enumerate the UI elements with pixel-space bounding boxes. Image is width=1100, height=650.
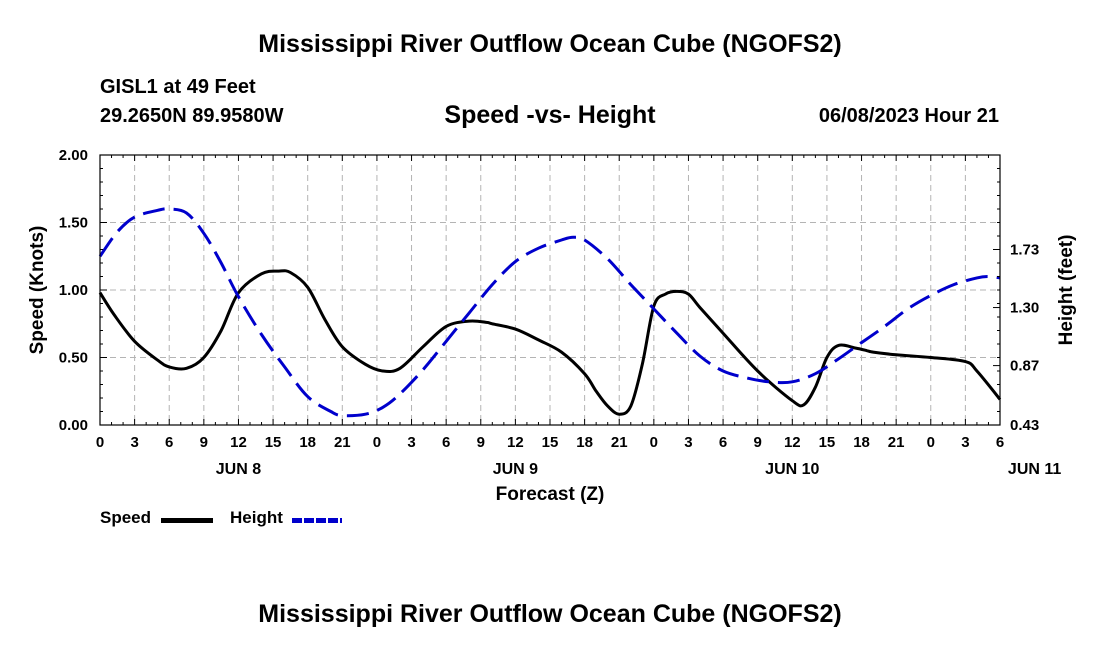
chart-title: Mississippi River Outflow Ocean Cube (NG… [258,30,842,58]
x-tick-label: 18 [576,434,593,451]
date-label: JUN 8 [216,461,261,478]
footer-title: Mississippi River Outflow Ocean Cube (NG… [258,600,842,628]
x-tick-label: 0 [927,434,935,451]
station-coordinates: 29.2650N 89.9580W [100,105,284,127]
x-tick-label: 21 [334,434,351,451]
x-tick-label: 6 [165,434,173,451]
left-y-tick-label: 2.00 [59,147,88,164]
legend-height-label: Height [230,508,283,527]
right-y-tick-label: 0.43 [1010,417,1039,434]
x-tick-label: 3 [961,434,969,451]
series-lines [98,207,1002,418]
x-tick-label: 0 [96,434,104,451]
x-tick-label: 3 [130,434,138,451]
date-label: JUN 10 [765,461,819,478]
date-label: JUN 9 [493,461,538,478]
x-tick-label: 9 [754,434,762,451]
x-tick-label: 15 [819,434,836,451]
grid-lines [100,155,1000,425]
x-tick-label: 15 [265,434,282,451]
right-axis-title: Height (feet) [1056,235,1077,346]
right-y-tick-label: 0.87 [1010,358,1039,375]
x-tick-label: 12 [230,434,247,451]
station-name: GISL1 at 49 Feet [100,76,256,98]
x-tick-label: 9 [200,434,208,451]
chart-subtitle: Speed -vs- Height [444,101,656,129]
x-tick-label: 12 [784,434,801,451]
legend-height-swatch [292,518,342,523]
x-tick-label: 6 [996,434,1004,451]
left-y-tick-label: 0.00 [59,417,88,434]
x-tick-label: 21 [888,434,905,451]
x-tick-label: 18 [299,434,316,451]
left-axis-title: Speed (Knots) [27,226,48,355]
height-series-line [98,207,1001,418]
x-tick-label: 0 [373,434,381,451]
right-y-tick-label: 1.73 [1010,242,1039,259]
legend-speed-swatch [161,518,213,523]
forecast-datetime: 06/08/2023 Hour 21 [818,105,999,127]
x-tick-label: 3 [684,434,692,451]
left-y-tick-label: 1.00 [59,282,88,299]
x-tick-label: 9 [477,434,485,451]
x-tick-label: 21 [611,434,628,451]
left-y-tick-label: 0.50 [59,350,88,367]
x-axis-title: Forecast (Z) [496,484,605,505]
x-tick-label: 6 [442,434,450,451]
x-tick-label: 12 [507,434,524,451]
axes: 0 3 6 9 12 15 18 21 0 3 6 9 12 15 18 21 0 3 6 9 12 15 18 21 0 3 6J… [59,147,1062,478]
left-y-tick-label: 1.50 [59,215,88,232]
date-label: JUN 11 [1008,461,1061,478]
speed-series-line [98,269,1002,416]
right-y-tick-label: 1.30 [1010,300,1039,317]
x-tick-label: 3 [407,434,415,451]
x-tick-label: 0 [650,434,658,451]
legend-speed-label: Speed [100,508,152,527]
x-tick-label: 6 [719,434,727,451]
x-tick-label: 18 [853,434,870,451]
x-tick-label: 15 [542,434,559,451]
